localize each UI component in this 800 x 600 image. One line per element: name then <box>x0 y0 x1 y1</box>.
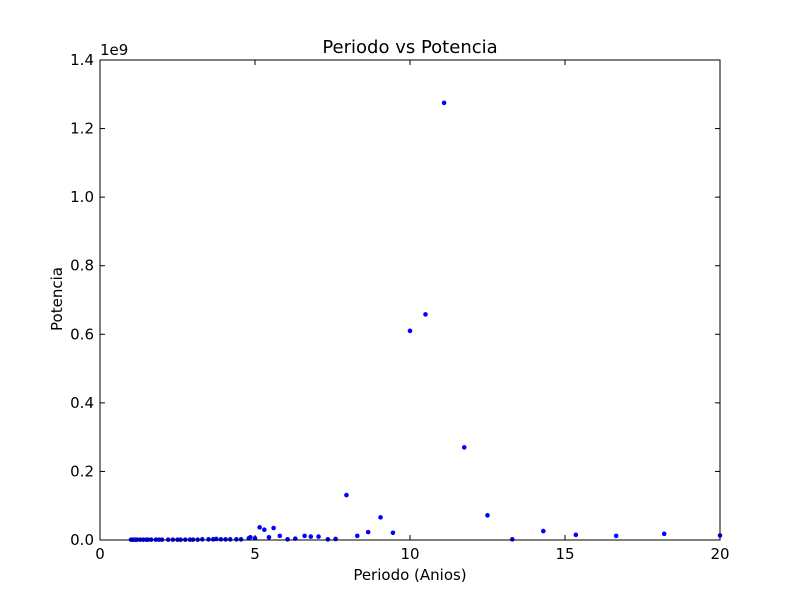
data-point <box>285 537 290 542</box>
data-point <box>227 537 233 542</box>
data-point <box>390 530 396 536</box>
y-tick-label: 0.6 <box>70 325 94 343</box>
data-point <box>325 537 331 542</box>
data-point <box>200 537 205 542</box>
data-point <box>541 528 546 534</box>
x-tick-label: 15 <box>555 545 574 563</box>
data-point <box>238 537 244 542</box>
y-tick-label: 1.2 <box>70 120 94 138</box>
data-point <box>355 533 360 539</box>
data-point <box>573 532 579 538</box>
data-point <box>266 534 272 540</box>
data-point <box>223 537 228 542</box>
data-point <box>423 312 428 317</box>
x-tick-label: 5 <box>250 545 260 563</box>
data-point <box>378 515 383 520</box>
axis-ticks: 0 5 10 15 20 0.0 0.2 0.4 0.6 0.8 1.0 1.2 1.4 <box>70 51 729 563</box>
y-axis-label: Potencia <box>48 267 66 331</box>
x-tick-label: 20 <box>710 545 729 563</box>
data-point <box>262 527 267 533</box>
data-point <box>271 525 276 531</box>
data-point <box>248 534 253 540</box>
y-tick-label: 0.8 <box>70 257 94 275</box>
x-axis-label: Periodo (Anios) <box>353 566 466 584</box>
data-point <box>441 100 447 106</box>
data-point <box>213 536 219 542</box>
data-point <box>206 537 211 542</box>
data-point <box>218 537 224 542</box>
data-point <box>461 445 467 450</box>
data-point <box>510 537 515 542</box>
data-point <box>333 536 338 542</box>
data-point <box>252 535 258 541</box>
data-point <box>407 328 413 334</box>
data-point <box>365 529 371 535</box>
y-axis-offset-label: 1e9 <box>100 41 128 59</box>
y-tick-label: 0.2 <box>70 462 94 480</box>
data-point <box>485 513 490 518</box>
data-point <box>302 533 307 539</box>
data-point <box>661 531 667 537</box>
data-point <box>277 533 283 539</box>
data-point <box>613 533 619 539</box>
y-tick-label: 0.4 <box>70 394 94 412</box>
plot-area-frame <box>99 59 721 541</box>
data-point <box>316 534 321 539</box>
x-tick-label: 10 <box>400 545 419 563</box>
data-point <box>344 492 349 498</box>
data-point <box>234 537 239 542</box>
data-point <box>308 534 314 539</box>
data-point <box>257 525 262 530</box>
y-tick-label: 1.0 <box>70 188 94 206</box>
x-tick-label: 0 <box>95 545 105 563</box>
chart-title: Periodo vs Potencia <box>322 37 497 58</box>
y-tick-label: 1.4 <box>70 51 94 69</box>
y-tick-label: 0.0 <box>70 531 94 549</box>
